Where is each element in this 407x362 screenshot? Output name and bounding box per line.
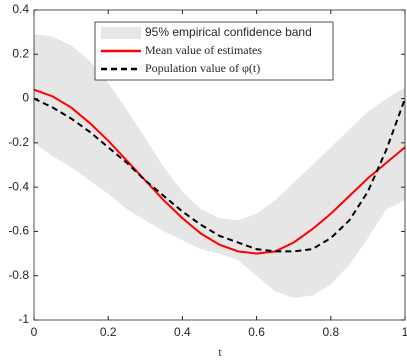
y-tick-label: -0.4 xyxy=(8,179,29,193)
x-tick-label: 0 xyxy=(31,325,38,339)
x-tick-label: 0.6 xyxy=(248,325,265,339)
legend-label: 95% empirical confidence band xyxy=(145,25,312,39)
x-tick-label: 0.2 xyxy=(100,325,117,339)
plot-frame xyxy=(33,9,406,321)
line xyxy=(33,88,406,255)
legend-label: Population value of φ(t) xyxy=(145,61,260,75)
y-tick-label: 0.4 xyxy=(12,2,29,16)
confidence-band xyxy=(34,34,405,298)
y-tick-label: -0.2 xyxy=(8,135,29,149)
legend: 95% empirical confidence band Mean value … xyxy=(94,21,334,81)
x-tick-label: 0.8 xyxy=(322,325,339,339)
y-tick-label: -1 xyxy=(18,312,29,326)
y-tick-label: 0.2 xyxy=(12,46,29,60)
line xyxy=(33,97,406,253)
x-tick-label: 0.4 xyxy=(174,325,191,339)
y-tick-label: 0 xyxy=(22,91,29,105)
legend-swatch xyxy=(101,27,141,39)
y-tick-label: -0.6 xyxy=(8,224,29,238)
x-tick-label: 1 xyxy=(402,325,407,339)
x-axis-label: t xyxy=(218,345,222,359)
y-tick-label: -0.8 xyxy=(8,268,29,282)
legend-label: Mean value of estimates xyxy=(145,43,262,57)
